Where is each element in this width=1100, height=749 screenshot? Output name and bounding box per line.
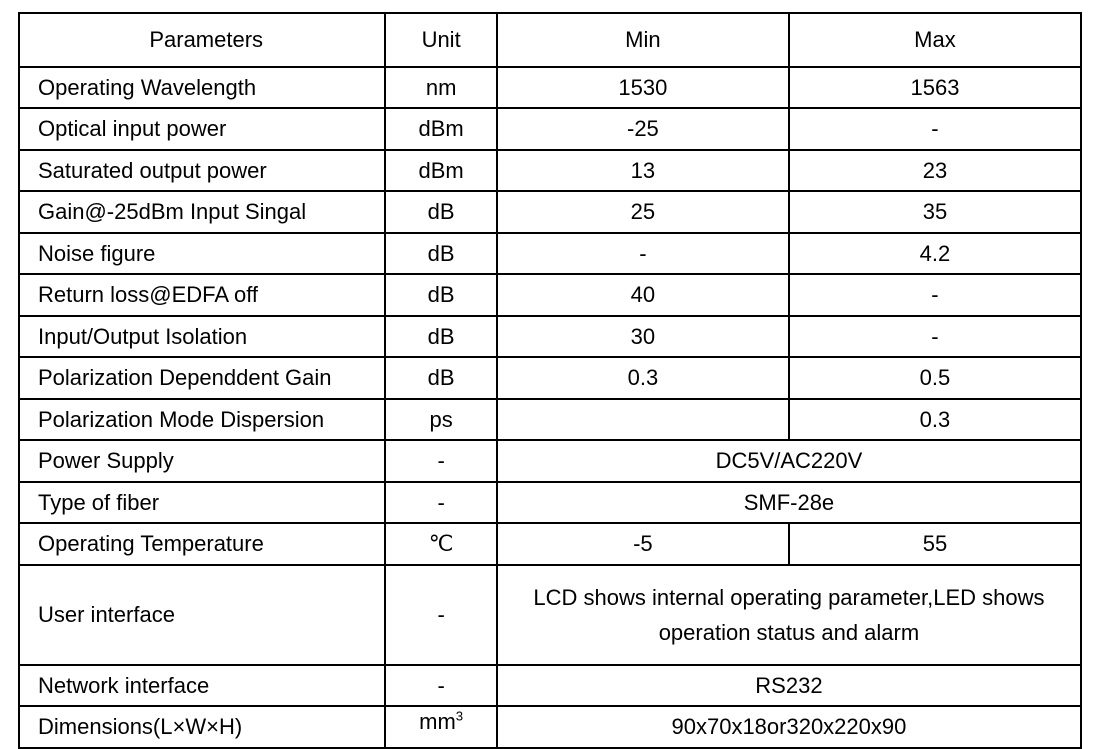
cell-parameter: Return loss@EDFA off [19, 274, 385, 316]
cell-min: 1530 [497, 67, 789, 109]
cell-unit: dBm [385, 108, 497, 150]
cell-max: - [789, 316, 1081, 358]
cell-min: 25 [497, 191, 789, 233]
cell-max: 0.3 [789, 399, 1081, 441]
cell-min [497, 399, 789, 441]
cell-parameter: Operating Wavelength [19, 67, 385, 109]
cell-max: 55 [789, 523, 1081, 565]
cell-max: 1563 [789, 67, 1081, 109]
cell-max: 0.5 [789, 357, 1081, 399]
cell-unit: mm3 [385, 706, 497, 748]
cell-parameter: User interface [19, 565, 385, 665]
cell-max: 4.2 [789, 233, 1081, 275]
cell-max: 35 [789, 191, 1081, 233]
header-parameters: Parameters [19, 13, 385, 67]
header-max: Max [789, 13, 1081, 67]
cell-parameter: Polarization Mode Dispersion [19, 399, 385, 441]
cell-parameter: Type of fiber [19, 482, 385, 524]
cell-merged-value: RS232 [497, 665, 1081, 707]
header-unit: Unit [385, 13, 497, 67]
cell-min: 13 [497, 150, 789, 192]
cell-unit: ℃ [385, 523, 497, 565]
cell-min: -5 [497, 523, 789, 565]
cell-parameter: Power Supply [19, 440, 385, 482]
cell-unit: dBm [385, 150, 497, 192]
cell-parameter: Noise figure [19, 233, 385, 275]
cell-unit: nm [385, 67, 497, 109]
cell-merged-value: 90x70x18or320x220x90 [497, 706, 1081, 748]
cell-max: - [789, 108, 1081, 150]
cell-parameter: Optical input power [19, 108, 385, 150]
cell-unit: dB [385, 191, 497, 233]
cell-merged-value: SMF-28e [497, 482, 1081, 524]
cell-parameter: Polarization Dependdent Gain [19, 357, 385, 399]
cell-max: 23 [789, 150, 1081, 192]
cell-merged-value: DC5V/AC220V [497, 440, 1081, 482]
spec-table: ParametersUnitMinMax Operating Wavelength… [18, 12, 1082, 749]
cell-unit: dB [385, 233, 497, 275]
cell-parameter: Network interface [19, 665, 385, 707]
cell-unit: - [385, 565, 497, 665]
cell-merged-value: LCD shows internal operating parameter,L… [497, 565, 1081, 665]
cell-unit: dB [385, 274, 497, 316]
header-min: Min [497, 13, 789, 67]
cell-min: -25 [497, 108, 789, 150]
cell-min: 40 [497, 274, 789, 316]
cell-unit: dB [385, 316, 497, 358]
cell-unit: - [385, 665, 497, 707]
cell-max: - [789, 274, 1081, 316]
cell-min: 0.3 [497, 357, 789, 399]
cell-min: 30 [497, 316, 789, 358]
cell-parameter: Gain@-25dBm Input Singal [19, 191, 385, 233]
cell-unit: dB [385, 357, 497, 399]
cell-parameter: Input/Output Isolation [19, 316, 385, 358]
cell-parameter: Saturated output power [19, 150, 385, 192]
cell-parameter: Dimensions(L×W×H) [19, 706, 385, 748]
cell-parameter: Operating Temperature [19, 523, 385, 565]
cell-unit: - [385, 440, 497, 482]
cell-unit: - [385, 482, 497, 524]
cell-min: - [497, 233, 789, 275]
cell-unit: ps [385, 399, 497, 441]
